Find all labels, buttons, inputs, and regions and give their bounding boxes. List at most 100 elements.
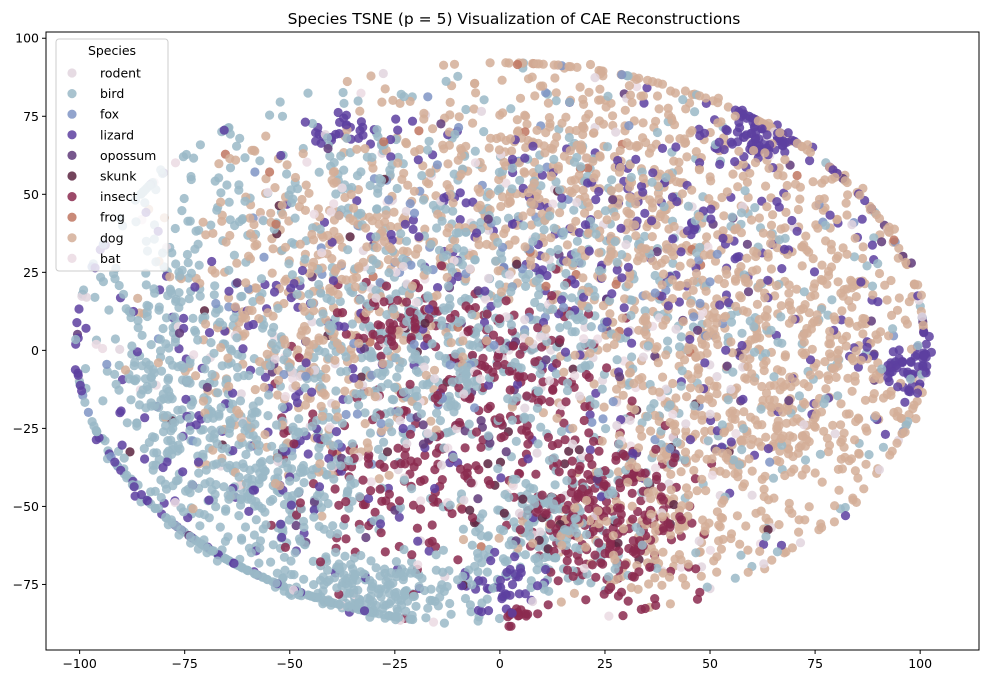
point-insect <box>478 353 488 363</box>
point-bird <box>186 268 196 278</box>
point-bird <box>478 509 488 519</box>
point-bird <box>360 408 370 418</box>
point-bird <box>534 290 544 300</box>
point-bird <box>827 295 837 305</box>
point-bird <box>572 236 583 246</box>
point-insect <box>420 450 430 460</box>
point-bird <box>576 162 586 172</box>
point-dog <box>747 466 757 476</box>
point-dog <box>512 115 522 125</box>
point-insect <box>522 391 532 401</box>
point-lizard <box>303 449 313 459</box>
point-dog <box>419 114 429 124</box>
point-lizard <box>314 482 325 492</box>
point-bird <box>314 443 324 453</box>
point-dog <box>715 466 725 476</box>
point-dog <box>868 290 878 300</box>
point-dog <box>120 365 131 375</box>
point-dog <box>518 211 528 221</box>
point-dog <box>850 435 860 445</box>
point-insect <box>548 384 558 394</box>
point-insect <box>537 490 547 500</box>
point-dog <box>681 580 691 590</box>
point-bird <box>329 573 340 583</box>
point-opossum <box>337 453 347 463</box>
point-bird <box>849 252 860 262</box>
point-dog <box>665 417 675 427</box>
point-lizard <box>117 375 128 385</box>
point-dog <box>647 232 657 242</box>
point-bird <box>661 173 671 183</box>
point-dog <box>658 372 668 382</box>
point-bird <box>408 592 418 602</box>
point-bird <box>466 607 476 617</box>
point-bird <box>186 171 196 182</box>
point-dog <box>529 178 540 188</box>
point-dog <box>250 146 260 156</box>
point-dog <box>329 178 339 188</box>
point-bird <box>272 568 282 578</box>
point-dog <box>689 465 699 476</box>
point-dog <box>836 288 846 298</box>
point-bird <box>417 573 427 584</box>
point-bird <box>326 461 336 471</box>
point-insect <box>400 450 410 460</box>
point-bird <box>727 212 737 222</box>
point-rodent <box>799 420 809 430</box>
point-bird <box>677 366 687 376</box>
point-lizard <box>557 295 567 305</box>
point-dog <box>685 383 696 393</box>
point-insect <box>636 496 646 506</box>
point-dog <box>858 329 868 339</box>
point-skunk <box>382 447 393 457</box>
point-dog <box>767 555 777 565</box>
point-lizard <box>900 397 910 407</box>
point-dog <box>810 468 820 478</box>
point-insect <box>291 510 302 520</box>
point-bird <box>255 366 265 376</box>
point-lizard <box>906 356 916 367</box>
point-bird <box>137 330 147 340</box>
point-dog <box>784 280 794 290</box>
point-bird <box>254 440 264 450</box>
point-dog <box>669 243 679 253</box>
point-fox <box>765 457 775 467</box>
point-insect <box>508 341 518 351</box>
point-dog <box>618 390 628 400</box>
point-dog <box>693 363 703 373</box>
point-dog <box>374 219 384 229</box>
point-dog <box>801 231 811 241</box>
point-bird <box>229 250 239 260</box>
point-bird <box>483 531 493 541</box>
point-lizard <box>70 365 80 375</box>
point-opossum <box>652 247 662 257</box>
point-fox <box>376 418 386 429</box>
point-bird <box>126 308 136 318</box>
point-bird <box>626 310 636 321</box>
point-bird <box>287 451 297 461</box>
point-dog <box>841 341 851 351</box>
point-lizard <box>726 437 736 447</box>
point-lizard <box>612 265 622 275</box>
point-bird <box>777 440 787 450</box>
point-bird <box>499 344 509 354</box>
point-dog <box>411 249 421 259</box>
point-bird <box>441 204 451 214</box>
point-dog <box>819 426 829 436</box>
point-rodent <box>535 527 545 537</box>
point-rodent <box>476 106 487 116</box>
point-dog <box>291 381 301 391</box>
point-dog <box>669 156 679 166</box>
point-bird <box>736 550 746 560</box>
point-rodent <box>712 372 722 382</box>
point-bird <box>396 229 406 239</box>
point-lizard <box>74 304 84 314</box>
point-bird <box>194 468 204 478</box>
point-bird <box>372 204 382 214</box>
point-bird <box>423 291 433 301</box>
point-opossum <box>418 439 428 449</box>
point-bird <box>347 439 357 449</box>
point-lizard <box>514 589 524 599</box>
point-bird <box>768 473 779 483</box>
point-dog <box>633 443 644 453</box>
